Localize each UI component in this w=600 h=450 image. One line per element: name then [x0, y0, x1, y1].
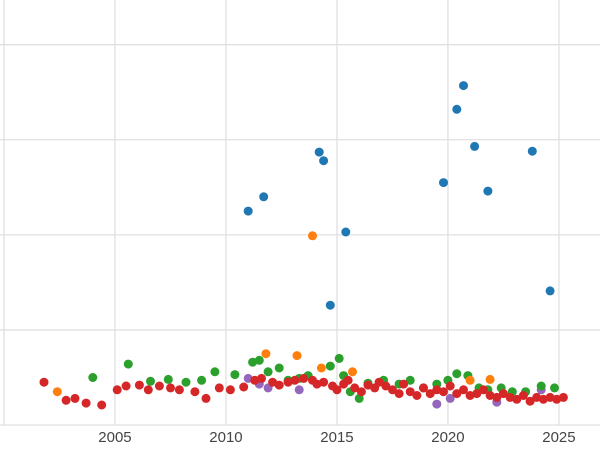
data-point [214, 383, 224, 393]
data-point [134, 380, 144, 390]
data-point [374, 377, 384, 387]
data-point [445, 393, 455, 403]
data-point [319, 156, 329, 166]
data-point [290, 375, 300, 385]
data-point [525, 396, 535, 406]
data-point [550, 383, 559, 393]
data-point [39, 377, 49, 387]
data-point [334, 353, 344, 363]
data-point [292, 351, 302, 361]
data-point [452, 389, 462, 399]
x-tick-label: 2025 [542, 429, 575, 446]
data-point [483, 186, 493, 196]
data-point [88, 373, 98, 382]
data-point [545, 286, 555, 296]
data-point [394, 389, 404, 399]
data-point [163, 374, 173, 384]
data-point [52, 387, 62, 397]
data-point [412, 391, 422, 400]
data-point [146, 376, 155, 386]
data-point [197, 375, 207, 385]
data-point [210, 367, 220, 377]
data-point [465, 375, 475, 385]
data-point [356, 387, 366, 397]
data-point [230, 370, 240, 380]
data-point [348, 367, 357, 377]
data-point [316, 363, 326, 373]
data-point [190, 387, 200, 397]
data-point [261, 349, 271, 359]
data-point [425, 389, 435, 399]
data-point [257, 373, 266, 383]
x-tick-label: 2010 [209, 429, 242, 446]
data-point [470, 141, 480, 151]
data-point [452, 369, 462, 379]
data-point [70, 393, 80, 403]
data-point [459, 81, 468, 91]
data-point [308, 231, 317, 241]
data-point [201, 393, 211, 403]
data-point [121, 381, 131, 391]
data-point [527, 146, 537, 156]
data-point [399, 379, 409, 389]
data-point [166, 383, 175, 393]
data-point [181, 377, 191, 387]
data-point [325, 300, 335, 310]
data-point [243, 206, 253, 216]
data-point [405, 375, 415, 385]
data-point [419, 383, 428, 393]
data-point [388, 385, 397, 395]
data-point [558, 392, 568, 402]
data-point [432, 399, 442, 409]
x-tick-label: 2020 [431, 429, 464, 446]
data-point [81, 398, 91, 408]
data-point [472, 389, 482, 399]
data-point [492, 392, 502, 402]
data-point [536, 381, 546, 391]
data-point [143, 385, 153, 395]
data-point [112, 385, 122, 395]
data-point [445, 381, 455, 391]
data-point [259, 192, 269, 202]
data-point [274, 380, 284, 390]
data-point [61, 395, 71, 405]
data-point [381, 381, 391, 391]
data-point [154, 381, 164, 391]
data-point [314, 147, 324, 157]
data-point [332, 385, 342, 395]
data-point [294, 385, 304, 395]
data-point [274, 363, 284, 373]
data-point [485, 374, 495, 384]
x-tick-label: 2015 [320, 429, 353, 446]
data-point [498, 389, 508, 399]
data-point [343, 375, 353, 385]
data-point [239, 382, 249, 392]
data-point [325, 361, 335, 371]
data-point [439, 387, 448, 397]
data-point [299, 373, 309, 383]
data-point [439, 178, 448, 188]
x-tick-label: 2005 [98, 429, 131, 446]
data-point [319, 377, 329, 387]
data-point [174, 385, 184, 395]
data-point [459, 385, 468, 395]
data-point [123, 359, 133, 369]
data-point [452, 104, 462, 114]
data-point [97, 400, 107, 410]
data-point [263, 367, 273, 377]
data-point [225, 385, 235, 395]
data-point [254, 355, 264, 365]
data-point [405, 387, 415, 397]
data-point [518, 391, 528, 400]
data-point [512, 394, 522, 404]
data-point [341, 227, 351, 237]
data-point [350, 383, 360, 393]
data-point [479, 385, 488, 395]
